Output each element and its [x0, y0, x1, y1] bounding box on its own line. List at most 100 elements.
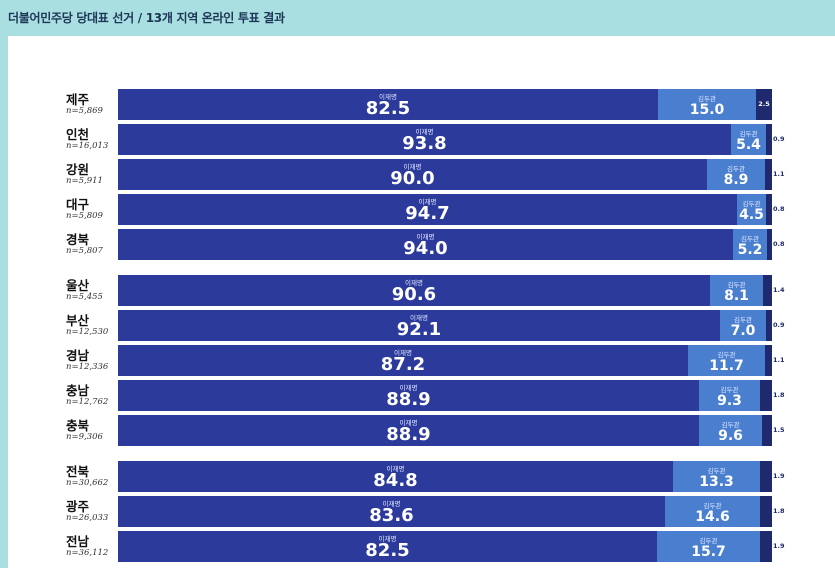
data-label: 15.7 — [691, 544, 726, 560]
data-label: 1.8 — [773, 507, 785, 515]
bar-segment-1: 이재명 94.0 — [118, 229, 733, 260]
sample-size-label: n=30,662 — [66, 478, 109, 488]
stacked-bar: 이재명 93.8 김두관 5.4 0.9 — [118, 124, 785, 155]
data-label: 1.5 — [773, 426, 785, 434]
data-label: 2.5 — [758, 100, 770, 108]
bar-segment-1: 이재명 88.9 — [118, 380, 699, 411]
bar-segment-1: 이재명 90.6 — [118, 275, 710, 306]
candidate-name-label: 이재명 — [386, 465, 405, 473]
bar-segment-3: 1.5 — [762, 415, 785, 446]
region-label: 울산 — [66, 278, 90, 293]
bar-segment-3: 1.1 — [765, 159, 785, 190]
data-label: 1.8 — [773, 391, 785, 399]
region-label: 제주 — [66, 92, 90, 107]
candidate-name-label: 이재명 — [399, 419, 418, 427]
region-label: 대구 — [66, 197, 90, 212]
data-label: 9.6 — [718, 428, 743, 444]
data-label: 0.9 — [773, 135, 785, 143]
bar-segment-3: 1.9 — [760, 531, 785, 562]
data-label: 82.5 — [365, 540, 410, 561]
candidate-name-label: 이재명 — [379, 93, 397, 101]
data-label: 0.8 — [773, 205, 785, 213]
stacked-bar: 이재명 82.5 김두관 15.7 1.9 — [118, 531, 785, 562]
stacked-bar: 이재명 88.9 김두관 9.6 1.5 — [118, 415, 785, 446]
region-label: 충북 — [66, 418, 90, 433]
data-label: 1.4 — [773, 286, 785, 294]
region-label: 전북 — [66, 464, 90, 479]
stacked-bar: 이재명 94.0 김두관 5.2 0.8 — [118, 229, 785, 260]
stacked-bar: 이재명 90.6 김두관 8.1 1.4 — [118, 275, 785, 306]
data-label: 13.3 — [699, 474, 734, 490]
bar-segment-3: 1.8 — [760, 380, 785, 411]
bar-segment-3: 1.1 — [765, 345, 785, 376]
data-label: 84.8 — [373, 470, 418, 491]
bar-segment-2: 김두관 15.0 — [658, 89, 756, 120]
bar-segment-2: 김두관 4.5 — [737, 194, 766, 225]
candidate-name-label: 이재명 — [403, 163, 422, 171]
data-label: 9.3 — [717, 393, 742, 409]
bar-segment-2: 김두관 9.3 — [699, 380, 760, 411]
bar-segment-1: 이재명 93.8 — [118, 124, 731, 155]
bar-segment-1: 이재명 88.9 — [118, 415, 699, 446]
bar-segment-1: 이재명 87.2 — [118, 345, 688, 376]
candidate-name-label: 김두관 — [727, 165, 745, 173]
bar-segment-3: 0.9 — [766, 310, 785, 341]
data-label: 5.4 — [736, 137, 761, 153]
stacked-bar: 이재명 87.2 김두관 11.7 1.1 — [118, 345, 785, 376]
data-label: 88.9 — [386, 424, 431, 445]
bar-segment-1: 이재명 94.7 — [118, 194, 737, 225]
region-label: 부산 — [66, 313, 90, 328]
candidate-name-label: 김두관 — [717, 351, 736, 359]
candidate-name-label: 김두관 — [698, 95, 716, 103]
bar-segment-1: 이재명 82.5 — [118, 531, 657, 562]
candidate-name-label: 김두관 — [721, 421, 740, 429]
region-label: 전남 — [66, 534, 90, 549]
bar-segment-1: 이재명 92.1 — [118, 310, 720, 341]
stacked-bar: 이재명 90.0 김두관 8.9 1.1 — [118, 159, 785, 190]
region-label: 충남 — [66, 383, 90, 398]
sample-size-label: n=5,807 — [66, 246, 103, 256]
region-label: 광주 — [66, 499, 90, 514]
candidate-name-label: 김두관 — [699, 537, 718, 545]
sample-size-label: n=5,869 — [66, 106, 103, 116]
candidate-name-label: 이재명 — [378, 535, 397, 543]
data-label: 90.0 — [390, 168, 435, 189]
data-label: 7.0 — [730, 323, 756, 339]
bar-segment-2: 김두관 8.1 — [710, 275, 763, 306]
sample-size-label: n=12,336 — [66, 362, 109, 372]
bar-segment-3: 0.8 — [767, 229, 785, 260]
bar-segment-2: 김두관 13.3 — [673, 461, 760, 492]
data-label: 1.9 — [773, 472, 785, 480]
sample-size-label: n=16,013 — [66, 141, 109, 151]
header-band: 더불어민주당 당대표 선거 / 13개 지역 온라인 투표 결과 — [0, 0, 835, 36]
candidate-name-label: 김두관 — [707, 467, 726, 475]
candidate-name-label: 김두관 — [703, 502, 722, 510]
stacked-bar: 이재명 83.6 김두관 14.6 1.8 — [118, 496, 785, 527]
bar-segment-2: 김두관 15.7 — [657, 531, 760, 562]
chart-title: 더불어민주당 당대표 선거 / 13개 지역 온라인 투표 결과 — [8, 11, 285, 25]
data-label: 4.5 — [739, 207, 764, 223]
sample-size-label: n=5,911 — [66, 176, 103, 186]
sample-size-label: n=12,762 — [66, 397, 109, 407]
bar-segment-2: 김두관 5.4 — [731, 124, 766, 155]
sample-size-label: n=36,112 — [66, 548, 109, 558]
stacked-bar: 이재명 92.1 김두관 7.0 0.9 — [118, 310, 785, 341]
data-label: 11.7 — [709, 358, 744, 374]
candidate-name-label: 이재명 — [399, 384, 418, 392]
data-label: 5.2 — [737, 242, 763, 258]
candidate-name-label: 김두관 — [741, 235, 759, 243]
data-label: 94.0 — [403, 238, 448, 259]
bar-segment-3: 1.9 — [760, 461, 785, 492]
candidate-name-label: 김두관 — [727, 281, 746, 289]
region-label: 경북 — [66, 232, 90, 247]
data-label: 1.9 — [773, 542, 785, 550]
data-label: 87.2 — [380, 354, 426, 375]
stacked-bar: 이재명 84.8 김두관 13.3 1.9 — [118, 461, 785, 492]
candidate-name-label: 김두관 — [734, 316, 752, 324]
candidate-name-label: 이재명 — [416, 233, 435, 241]
data-label: 93.8 — [402, 133, 447, 154]
candidate-name-label: 이재명 — [382, 500, 401, 508]
data-label: 92.1 — [396, 319, 442, 340]
bar-segment-2: 김두관 5.2 — [733, 229, 767, 260]
